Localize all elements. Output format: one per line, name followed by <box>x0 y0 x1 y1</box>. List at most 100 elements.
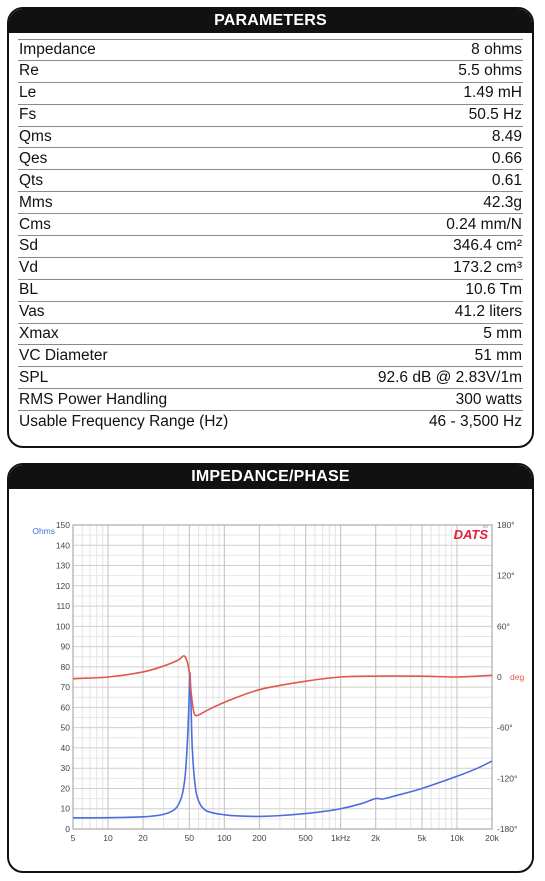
param-value: 5.5 ohms <box>458 62 522 80</box>
param-value: 346.4 cm² <box>453 237 522 255</box>
param-row: Vd 173.2 cm³ <box>18 258 523 280</box>
param-row: Xmax 5 mm <box>18 324 523 346</box>
param-name: Qts <box>19 171 44 189</box>
y-tick-label: 0 <box>65 824 70 834</box>
x-tick-label: 5k <box>417 833 427 843</box>
param-value: 41.2 liters <box>454 303 522 321</box>
param-value: 5 mm <box>483 325 522 343</box>
param-value: 50.5 Hz <box>468 106 522 124</box>
y-tick-label: 90 <box>61 642 71 652</box>
param-row: Qms 8.49 <box>18 127 523 149</box>
parameters-panel: PARAMETERS Impedance 8 ohms Re 5.5 ohms Le 1.… <box>7 7 534 448</box>
param-row: Qts 0.61 <box>18 170 523 193</box>
x-tick-label: 500 <box>299 833 313 843</box>
impedance-series-line <box>72 672 493 819</box>
param-value: 46 - 3,500 Hz <box>428 413 522 431</box>
param-row: Fs 50.5 Hz <box>18 105 523 127</box>
param-row: Vas 41.2 liters <box>18 302 523 324</box>
y2-tick-label: -120° <box>497 773 517 783</box>
param-value: 10.6 Tm <box>465 281 522 299</box>
param-value: 42.3g <box>483 193 522 211</box>
y-tick-label: 50 <box>61 723 71 733</box>
param-row: Mms 42.3g <box>18 192 523 215</box>
y-axis-label: Ohms <box>32 526 55 536</box>
dats-logo: DATS <box>454 527 489 542</box>
y-tick-label: 150 <box>56 520 70 530</box>
impedance-title: IMPEDANCE/PHASE <box>9 465 532 489</box>
param-name: Vas <box>19 303 45 321</box>
plot-frame <box>72 524 493 830</box>
param-name: SPL <box>19 368 49 386</box>
param-name: BL <box>19 281 38 299</box>
param-name: Qms <box>19 128 52 145</box>
param-row: Le 1.49 mH <box>18 83 523 105</box>
y2-tick-label: -180° <box>497 824 517 834</box>
parameters-table: Impedance 8 ohms Re 5.5 ohms Le 1.49 mH Fs 50.5… <box>18 39 523 433</box>
x-tick-label: 5 <box>71 833 76 843</box>
param-value: 92.6 dB @ 2.83V/1m <box>377 368 522 386</box>
param-row: Cms 0.24 mm/N <box>18 214 523 237</box>
param-value: 0.61 <box>491 171 522 189</box>
y-tick-label: 80 <box>61 662 71 672</box>
param-row: Sd 346.4 cm² <box>18 236 523 258</box>
param-row: BL 10.6 Tm <box>18 280 523 302</box>
y2-tick-label: 120° <box>497 571 515 581</box>
y2-axis-label: deg <box>510 672 524 682</box>
param-name: VC Diameter <box>19 346 108 364</box>
y2-tick-label: 180° <box>497 520 515 530</box>
x-tick-label: 1kHz <box>331 833 350 843</box>
param-name: Mms <box>19 193 53 211</box>
param-row: RMS Power Handling 300 watts <box>18 389 523 412</box>
param-name: Usable Frequency Range (Hz) <box>19 413 229 431</box>
param-row: Usable Frequency Range (Hz) 46 - 3,500 Hz <box>18 411 523 433</box>
param-row: Impedance 8 ohms <box>18 39 523 61</box>
param-name: RMS Power Handling <box>19 390 168 408</box>
y-tick-label: 120 <box>56 581 70 591</box>
phase-series-line <box>72 655 493 717</box>
y2-tick-label: -60° <box>497 723 513 733</box>
param-name: Re <box>19 62 39 80</box>
y-tick-label: 10 <box>61 804 71 814</box>
param-value: 300 watts <box>455 390 522 408</box>
x-tick-label: 20 <box>138 833 148 843</box>
param-value: 51 mm <box>474 346 522 364</box>
param-name: Xmax <box>19 325 59 343</box>
impedance-phase-chart: 0102030405060708090100110120130140150Ohm… <box>32 520 524 843</box>
param-name: Cms <box>19 215 51 233</box>
param-row: SPL 92.6 dB @ 2.83V/1m <box>18 367 523 390</box>
param-row: VC Diameter 51 mm <box>18 345 523 368</box>
param-value: 0.24 mm/N <box>446 215 522 233</box>
x-tick-label: 10k <box>450 833 464 843</box>
y-tick-label: 110 <box>56 601 70 611</box>
x-tick-label: 20k <box>485 833 499 843</box>
y-tick-label: 20 <box>61 783 71 793</box>
parameters-title: PARAMETERS <box>9 9 532 33</box>
y-tick-label: 140 <box>56 540 70 550</box>
param-name: Sd <box>19 237 38 255</box>
param-name: Qes <box>19 149 48 167</box>
param-value: 8.49 <box>491 128 522 145</box>
param-value: 0.66 <box>491 149 522 167</box>
x-tick-label: 10 <box>103 833 113 843</box>
param-name: Vd <box>19 259 38 277</box>
y-tick-label: 40 <box>61 743 71 753</box>
impedance-panel: IMPEDANCE/PHASE 0 10 20 30 40 50 60 70 80 90 100 11… <box>7 463 534 873</box>
y-tick-label: 100 <box>56 621 70 631</box>
param-value: 173.2 cm³ <box>453 259 522 277</box>
dats-logo-tm: tm <box>482 524 488 530</box>
param-row: Qes 0.66 <box>18 148 523 171</box>
x-tick-label: 50 <box>185 833 195 843</box>
param-name: Fs <box>19 106 37 124</box>
y-tick-label: 30 <box>61 763 71 773</box>
param-name: Impedance <box>19 40 96 58</box>
x-tick-label: 100 <box>217 833 231 843</box>
y-tick-label: 70 <box>61 682 71 692</box>
x-tick-label: 200 <box>252 833 266 843</box>
y-tick-label: 60 <box>61 702 71 712</box>
y-tick-label: 130 <box>56 561 70 571</box>
x-tick-label: 2k <box>371 833 381 843</box>
y2-tick-label: 0 <box>497 672 502 682</box>
y2-tick-label: 60° <box>497 621 510 631</box>
param-name: Le <box>19 84 37 102</box>
param-value: 8 ohms <box>471 40 522 58</box>
